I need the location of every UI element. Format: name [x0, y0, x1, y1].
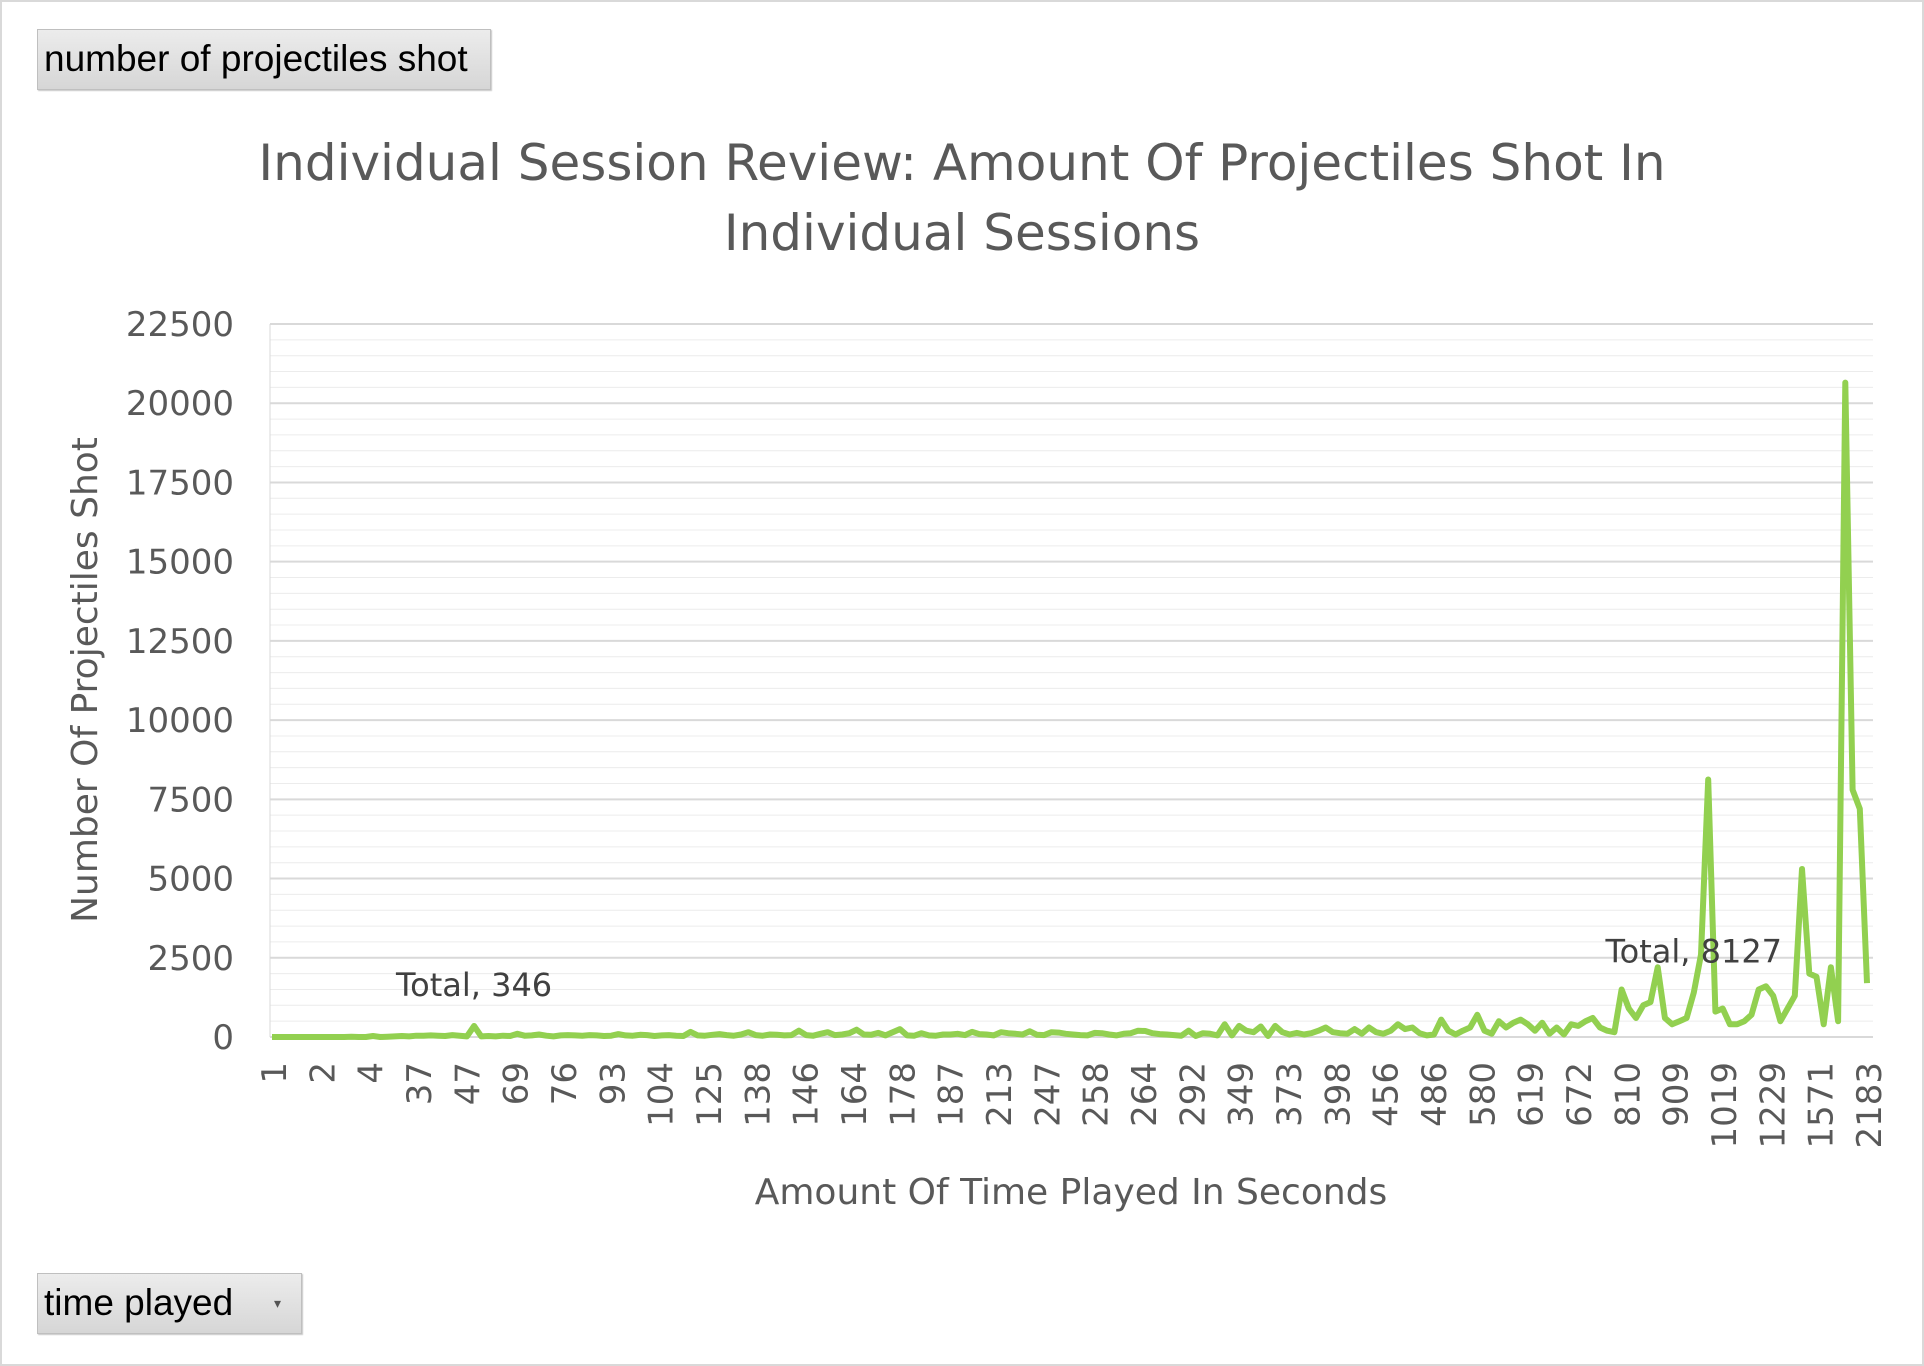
y-tick-label: 5000: [147, 860, 234, 900]
x-tick-label: 178: [883, 1062, 923, 1127]
x-tick-label: 373: [1270, 1062, 1310, 1127]
x-tick-label: 1: [255, 1062, 295, 1084]
chart-title-line-1: Individual Session Review: Amount Of Pro…: [258, 134, 1665, 192]
x-tick-label: 456: [1367, 1062, 1407, 1127]
x-tick-label: 398: [1318, 1062, 1358, 1127]
series-line-total: [272, 379, 1870, 1040]
x-tick-label: 580: [1463, 1062, 1503, 1127]
x-tick-label: 292: [1173, 1062, 1213, 1127]
data-labels: Total, 346 Total, 8127: [395, 933, 1782, 1004]
data-label: Total, 8127: [1605, 933, 1783, 971]
x-tick-label: 164: [835, 1062, 875, 1127]
x-tick-label: 349: [1222, 1062, 1262, 1127]
y-axis-title: Number Of Projectiles Shot: [65, 437, 106, 923]
x-tick-label: 486: [1415, 1062, 1455, 1127]
y-tick-label: 17500: [126, 463, 234, 503]
x-tick-label: 2183: [1850, 1062, 1890, 1149]
x-tick-label: 247: [1028, 1062, 1068, 1127]
x-axis-ticks: 1 2 4 37 47 69 76 93 104 125 138 146 164 178 187 213 247…: [255, 1062, 1890, 1149]
x-tick-label: 104: [642, 1062, 682, 1127]
x-tick-label: 2: [303, 1062, 343, 1084]
gridlines: [269, 323, 1873, 1038]
x-tick-label: 810: [1608, 1062, 1648, 1127]
values-field-label: number of projectiles shot: [44, 38, 468, 79]
dropdown-arrow-icon[interactable]: ▾: [273, 1295, 281, 1311]
axis-field-label: time played: [44, 1282, 234, 1323]
y-tick-label: 12500: [126, 622, 234, 662]
y-tick-label: 0: [212, 1018, 234, 1058]
x-tick-label: 672: [1560, 1062, 1600, 1127]
x-tick-label: 213: [980, 1062, 1020, 1127]
x-tick-label: 47: [448, 1062, 488, 1105]
x-tick-label: 1019: [1705, 1062, 1745, 1149]
series-group: [272, 379, 1870, 1040]
values-field-button[interactable]: number of projectiles shot: [37, 29, 491, 90]
axis-field-button[interactable]: time played ▾: [37, 1273, 302, 1334]
x-tick-label: 125: [690, 1062, 730, 1127]
x-tick-label: 93: [593, 1062, 633, 1105]
y-axis-ticks: 0 2500 5000 7500 10000 12500 15000 17500 20000 22…: [126, 305, 234, 1058]
x-tick-label: 619: [1512, 1062, 1552, 1127]
y-tick-label: 20000: [126, 384, 234, 424]
chart-title: Individual Session Review: Amount Of Pro…: [258, 134, 1665, 262]
x-tick-label: 909: [1657, 1062, 1697, 1127]
x-tick-label: 1229: [1753, 1062, 1793, 1149]
y-tick-label: 10000: [126, 701, 234, 741]
x-tick-label: 258: [1077, 1062, 1117, 1127]
x-axis-title: Amount Of Time Played In Seconds: [755, 1172, 1388, 1213]
x-tick-label: 69: [497, 1062, 537, 1105]
data-label: Total, 346: [395, 966, 552, 1004]
x-tick-label: 146: [787, 1062, 827, 1127]
x-tick-label: 264: [1125, 1062, 1165, 1127]
y-tick-label: 22500: [126, 305, 234, 345]
x-tick-label: 1571: [1802, 1062, 1842, 1149]
chart-title-line-2: Individual Sessions: [724, 204, 1200, 262]
y-tick-label: 15000: [126, 543, 234, 583]
y-tick-label: 7500: [147, 780, 234, 820]
x-tick-label: 76: [545, 1062, 585, 1105]
x-tick-label: 4: [352, 1062, 392, 1084]
x-tick-label: 37: [400, 1062, 440, 1105]
x-tick-label: 138: [738, 1062, 778, 1127]
x-tick-label: 187: [932, 1062, 972, 1127]
y-tick-label: 2500: [147, 939, 234, 979]
